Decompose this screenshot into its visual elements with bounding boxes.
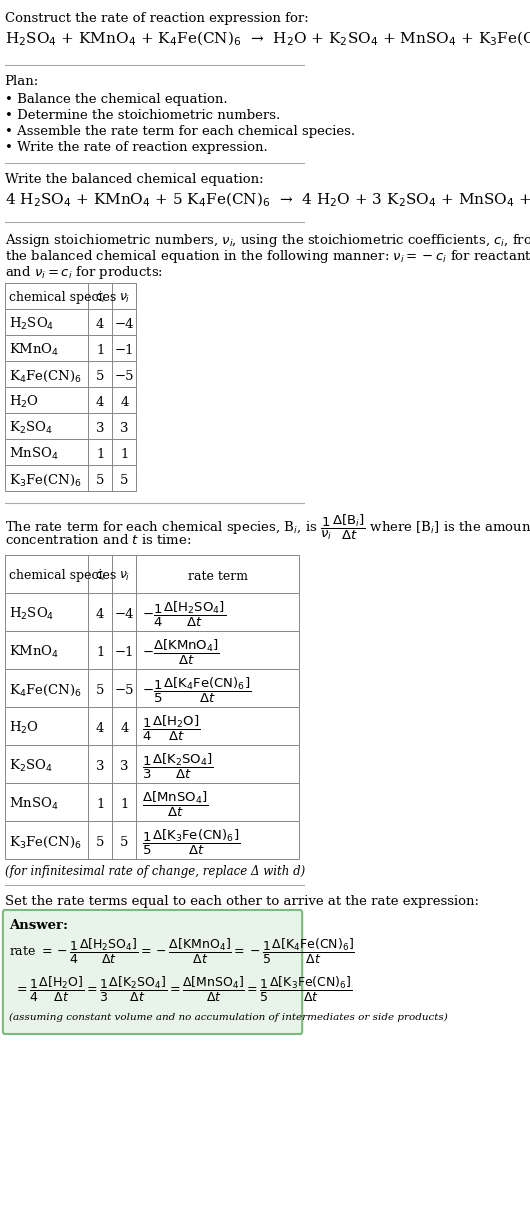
Text: K$_3$Fe(CN)$_6$: K$_3$Fe(CN)$_6$ [9,835,82,849]
Text: rate term: rate term [188,569,248,582]
Bar [5,465,136,490]
Text: Set the rate terms equal to each other to arrive at the rate expression:: Set the rate terms equal to each other t… [5,895,479,908]
Text: H$_2$SO$_4$: H$_2$SO$_4$ [9,316,55,332]
Text: Plan:: Plan: [5,75,39,88]
Text: $\dfrac{\Delta[\mathrm{MnSO_4}]}{\Delta t}$: $\dfrac{\Delta[\mathrm{MnSO_4}]}{\Delta … [142,789,209,819]
Text: $\dfrac{1}{4}\dfrac{\Delta[\mathrm{H_2O}]}{\Delta t}$: $\dfrac{1}{4}\dfrac{\Delta[\mathrm{H_2O}… [142,714,200,743]
Text: 5: 5 [96,684,104,697]
Text: 4 H$_2$SO$_4$ + KMnO$_4$ + 5 K$_4$Fe(CN)$_6$  →  4 H$_2$O + 3 K$_2$SO$_4$ + MnSO: 4 H$_2$SO$_4$ + KMnO$_4$ + 5 K$_4$Fe(CN)… [5,191,530,209]
Text: −1: −1 [114,343,134,356]
Text: Assign stoichiometric numbers, $\nu_i$, using the stoichiometric coefficients, $: Assign stoichiometric numbers, $\nu_i$, … [5,232,530,249]
Text: • Balance the chemical equation.: • Balance the chemical equation. [5,93,227,106]
Text: Construct the rate of reaction expression for:: Construct the rate of reaction expressio… [5,12,308,25]
Text: • Write the rate of reaction expression.: • Write the rate of reaction expression. [5,141,267,153]
Text: $-\dfrac{1}{5}\dfrac{\Delta[\mathrm{K_4Fe(CN)_6}]}{\Delta t}$: $-\dfrac{1}{5}\dfrac{\Delta[\mathrm{K_4F… [142,675,251,704]
Text: 3: 3 [96,422,104,435]
Text: 4: 4 [96,318,104,331]
Text: and $\nu_i = c_i$ for products:: and $\nu_i = c_i$ for products: [5,265,163,281]
Text: The rate term for each chemical species, B$_i$, is $\dfrac{1}{\nu_i}\dfrac{\Delt: The rate term for each chemical species,… [5,513,530,542]
Text: K$_2$SO$_4$: K$_2$SO$_4$ [9,420,53,436]
Text: H$_2$O: H$_2$O [9,394,39,410]
Text: K$_4$Fe(CN)$_6$: K$_4$Fe(CN)$_6$ [9,368,82,384]
Text: $-\dfrac{1}{4}\dfrac{\Delta[\mathrm{H_2SO_4}]}{\Delta t}$: $-\dfrac{1}{4}\dfrac{\Delta[\mathrm{H_2S… [142,599,226,628]
Text: $-\dfrac{\Delta[\mathrm{KMnO_4}]}{\Delta t}$: $-\dfrac{\Delta[\mathrm{KMnO_4}]}{\Delta… [142,638,220,667]
Text: • Assemble the rate term for each chemical species.: • Assemble the rate term for each chemic… [5,124,355,138]
Text: −1: −1 [114,645,134,658]
Text: 5: 5 [96,836,104,848]
Text: $c_i$: $c_i$ [94,291,106,304]
Text: 1: 1 [120,447,128,460]
Text: 4: 4 [96,721,104,734]
Text: 3: 3 [120,422,129,435]
Text: 3: 3 [120,760,129,772]
Text: concentration and $t$ is time:: concentration and $t$ is time: [5,533,191,547]
Bar [5,361,136,387]
Text: 4: 4 [120,395,128,408]
Text: chemical species: chemical species [9,569,117,582]
Text: $\nu_i$: $\nu_i$ [119,569,130,582]
Text: $= \dfrac{1}{4}\dfrac{\Delta[\mathrm{H_2O}]}{\Delta t} = \dfrac{1}{3}\dfrac{\Del: $= \dfrac{1}{4}\dfrac{\Delta[\mathrm{H_2… [14,975,352,1004]
Text: −4: −4 [114,608,134,621]
Text: 4: 4 [96,395,104,408]
Text: 4: 4 [96,608,104,621]
Text: K$_3$Fe(CN)$_6$: K$_3$Fe(CN)$_6$ [9,472,82,488]
Text: 1: 1 [120,797,128,811]
Bar [5,593,299,631]
Bar [5,283,136,309]
Text: −5: −5 [114,370,134,383]
Bar [5,413,136,439]
Text: MnSO$_4$: MnSO$_4$ [9,446,59,461]
Text: 5: 5 [96,370,104,383]
Text: KMnO$_4$: KMnO$_4$ [9,644,59,660]
Text: (for infinitesimal rate of change, replace Δ with d): (for infinitesimal rate of change, repla… [5,865,305,878]
Text: $\dfrac{1}{5}\dfrac{\Delta[\mathrm{K_3Fe(CN)_6}]}{\Delta t}$: $\dfrac{1}{5}\dfrac{\Delta[\mathrm{K_3Fe… [142,827,241,856]
Text: 5: 5 [96,474,104,487]
Text: (assuming constant volume and no accumulation of intermediates or side products): (assuming constant volume and no accumul… [9,1014,448,1022]
Text: Answer:: Answer: [9,919,68,933]
Text: 1: 1 [96,343,104,356]
Text: −4: −4 [114,318,134,331]
Text: $\nu_i$: $\nu_i$ [119,291,130,304]
Bar [5,554,299,593]
Bar [5,631,299,669]
Text: 4: 4 [120,721,128,734]
Text: 1: 1 [96,797,104,811]
Text: K$_4$Fe(CN)$_6$: K$_4$Fe(CN)$_6$ [9,683,82,697]
Text: $\dfrac{1}{3}\dfrac{\Delta[\mathrm{K_2SO_4}]}{\Delta t}$: $\dfrac{1}{3}\dfrac{\Delta[\mathrm{K_2SO… [142,751,214,780]
Text: KMnO$_4$: KMnO$_4$ [9,342,59,358]
Text: rate $= -\dfrac{1}{4}\dfrac{\Delta[\mathrm{H_2SO_4}]}{\Delta t} = -\dfrac{\Delta: rate $= -\dfrac{1}{4}\dfrac{\Delta[\math… [9,937,355,966]
Bar [5,387,136,413]
Text: 1: 1 [96,645,104,658]
Text: the balanced chemical equation in the following manner: $\nu_i = -c_i$ for react: the balanced chemical equation in the fo… [5,248,530,265]
Text: Write the balanced chemical equation:: Write the balanced chemical equation: [5,173,263,186]
Text: H$_2$O: H$_2$O [9,720,39,736]
FancyBboxPatch shape [3,910,302,1034]
Bar [5,707,299,745]
Bar [5,783,299,821]
Text: 5: 5 [120,836,128,848]
Text: 5: 5 [120,474,128,487]
Bar [5,335,136,361]
Bar [5,669,299,707]
Bar [5,745,299,783]
Text: 3: 3 [96,760,104,772]
Bar [5,821,299,859]
Text: K$_2$SO$_4$: K$_2$SO$_4$ [9,757,53,774]
Text: H$_2$SO$_4$ + KMnO$_4$ + K$_4$Fe(CN)$_6$  →  H$_2$O + K$_2$SO$_4$ + MnSO$_4$ + K: H$_2$SO$_4$ + KMnO$_4$ + K$_4$Fe(CN)$_6$… [5,30,530,48]
Text: chemical species: chemical species [9,291,117,304]
Text: MnSO$_4$: MnSO$_4$ [9,796,59,812]
Bar [5,439,136,465]
Text: • Determine the stoichiometric numbers.: • Determine the stoichiometric numbers. [5,109,280,122]
Text: −5: −5 [114,684,134,697]
Text: $c_i$: $c_i$ [94,569,106,582]
Text: H$_2$SO$_4$: H$_2$SO$_4$ [9,606,55,622]
Text: 1: 1 [96,447,104,460]
Bar [5,309,136,335]
